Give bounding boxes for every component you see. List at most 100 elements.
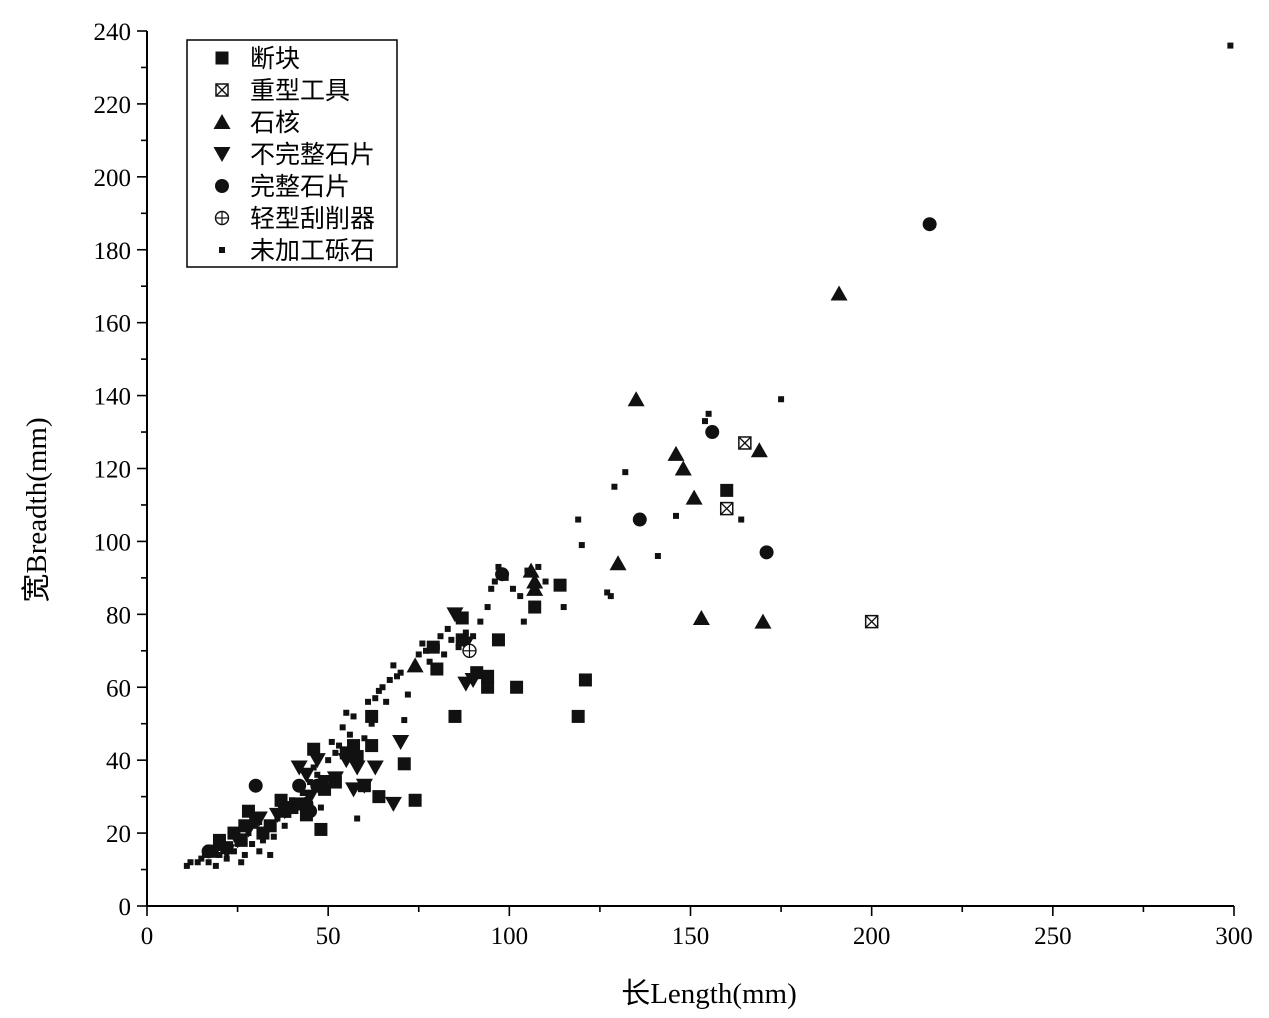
data-point bbox=[256, 848, 263, 855]
y-tick-label: 40 bbox=[106, 748, 131, 775]
data-point bbox=[281, 822, 288, 829]
data-point bbox=[433, 644, 440, 651]
data-point bbox=[674, 460, 692, 476]
data-point bbox=[491, 578, 498, 585]
data-point bbox=[495, 563, 502, 570]
data-point bbox=[276, 804, 294, 820]
axes-layer: 0 50 100 150 200 250 300 0 20 40 60 80 100 120 140 160 1… bbox=[94, 19, 1253, 950]
data-point bbox=[392, 734, 410, 750]
data-point bbox=[326, 771, 344, 787]
series-5 bbox=[462, 643, 477, 658]
data-point bbox=[259, 837, 266, 844]
data-point bbox=[361, 735, 368, 742]
data-point bbox=[194, 859, 201, 866]
data-point bbox=[379, 684, 386, 691]
y-tick-label: 120 bbox=[94, 457, 132, 484]
data-point bbox=[343, 709, 350, 716]
data-point bbox=[245, 830, 252, 837]
data-point bbox=[412, 662, 419, 669]
data-point bbox=[307, 779, 314, 786]
data-point bbox=[383, 698, 390, 705]
data-point bbox=[384, 796, 402, 812]
y-tick-label: 160 bbox=[94, 311, 132, 338]
data-point bbox=[542, 578, 549, 585]
data-point bbox=[347, 739, 361, 753]
data-point bbox=[526, 573, 544, 589]
data-point bbox=[426, 640, 440, 654]
data-point bbox=[386, 676, 393, 683]
data-point bbox=[759, 545, 774, 560]
data-point bbox=[535, 563, 542, 570]
data-point bbox=[372, 695, 379, 702]
data-point bbox=[517, 593, 524, 600]
data-point bbox=[314, 771, 321, 778]
series-3 bbox=[218, 607, 482, 860]
legend-label: 完整石片 bbox=[250, 173, 350, 201]
data-point bbox=[481, 669, 495, 683]
data-point bbox=[355, 778, 373, 794]
data-point bbox=[274, 793, 288, 807]
data-point bbox=[488, 585, 495, 592]
x-tick-label: 50 bbox=[316, 923, 341, 950]
data-point bbox=[220, 841, 227, 848]
series-1 bbox=[719, 436, 879, 629]
data-point bbox=[368, 720, 375, 727]
data-point bbox=[750, 442, 768, 458]
data-point bbox=[348, 760, 366, 776]
data-point bbox=[415, 651, 422, 658]
data-point bbox=[198, 855, 205, 862]
data-point bbox=[578, 542, 585, 549]
x-axis-title: 长Length(mm) bbox=[621, 977, 797, 1010]
x-tick-label: 200 bbox=[853, 923, 891, 950]
data-point bbox=[719, 501, 734, 516]
data-point bbox=[528, 600, 542, 614]
data-point bbox=[462, 629, 469, 636]
data-point bbox=[830, 285, 848, 301]
data-point bbox=[477, 618, 484, 625]
data-point bbox=[328, 738, 335, 745]
data-point bbox=[366, 760, 384, 776]
data-point bbox=[470, 633, 477, 640]
data-point bbox=[422, 647, 429, 654]
y-tick-label: 60 bbox=[106, 675, 131, 702]
data-point bbox=[778, 396, 785, 403]
series-6 bbox=[183, 42, 1234, 869]
legend-marker bbox=[219, 247, 225, 253]
data-point bbox=[205, 859, 212, 866]
data-point bbox=[288, 797, 295, 804]
y-tick-label: 240 bbox=[94, 19, 132, 46]
legend-label: 断块 bbox=[250, 45, 300, 73]
data-point bbox=[560, 604, 567, 611]
data-point bbox=[522, 562, 540, 578]
data-point bbox=[464, 672, 482, 688]
data-point bbox=[441, 651, 448, 658]
data-point bbox=[270, 833, 277, 840]
data-point bbox=[448, 636, 455, 643]
data-point bbox=[234, 833, 241, 840]
data-point bbox=[419, 640, 426, 647]
data-point bbox=[325, 757, 332, 764]
data-point bbox=[339, 724, 346, 731]
data-point bbox=[404, 691, 411, 698]
data-point bbox=[446, 607, 464, 623]
data-point bbox=[520, 618, 527, 625]
x-tick-label: 0 bbox=[141, 923, 154, 950]
data-point bbox=[604, 589, 611, 596]
data-point bbox=[227, 844, 234, 851]
data-point bbox=[609, 555, 627, 571]
data-point bbox=[201, 851, 208, 858]
data-point bbox=[462, 643, 477, 658]
data-point bbox=[484, 604, 491, 611]
data-point bbox=[397, 669, 404, 676]
y-tick-label: 220 bbox=[94, 92, 132, 119]
data-point bbox=[223, 855, 230, 862]
data-point bbox=[285, 811, 292, 818]
data-point bbox=[701, 418, 708, 425]
data-point bbox=[692, 609, 710, 625]
data-point bbox=[238, 859, 245, 866]
data-point bbox=[632, 512, 647, 527]
data-point bbox=[248, 778, 263, 793]
